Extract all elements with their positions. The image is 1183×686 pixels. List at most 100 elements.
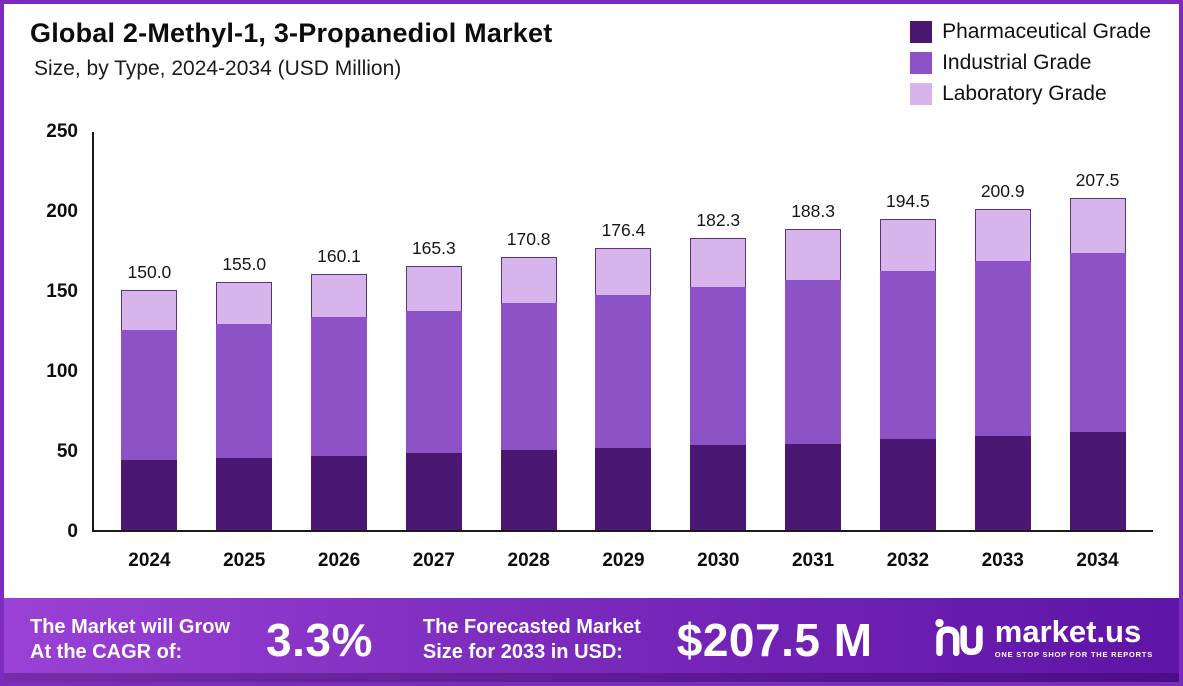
bar-segment-laboratory-grade <box>216 282 273 324</box>
y-tick-label: 150 <box>46 281 78 302</box>
legend-label: Pharmaceutical Grade <box>942 20 1151 43</box>
bar-group-2028: 170.8 2028 <box>481 132 576 571</box>
forecast-label-line1: The Forecasted Market <box>422 616 641 638</box>
bar-total-label: 155.0 <box>222 254 267 275</box>
x-tick-label: 2032 <box>886 550 930 571</box>
bar-segment-laboratory-grade <box>785 228 842 281</box>
bar-segment-laboratory-grade <box>595 247 652 295</box>
bar-group-2034: 207.5 2034 <box>1050 132 1145 571</box>
bar-segment-laboratory-grade <box>879 218 936 271</box>
plot-area: 150.0 2024 155.0 2025 160.1 2026 165.3 2027 170.… <box>92 132 1153 571</box>
legend-swatch-laboratory-grade <box>910 83 933 105</box>
bar-stack <box>500 256 557 530</box>
bar-segment-laboratory-grade <box>311 273 368 318</box>
bar-group-2025: 155.0 2025 <box>197 132 292 571</box>
bar-stack <box>595 247 652 530</box>
x-tick-label: 2028 <box>507 550 550 571</box>
bottom-banner: The Market will Grow At the CAGR of: 3.3… <box>4 598 1179 682</box>
bar-segment-industrial-grade <box>690 286 747 446</box>
cagr-label: The Market will Grow At the CAGR of: <box>30 615 230 665</box>
cagr-label-line2: At the CAGR of: <box>30 641 183 663</box>
chart-section: Global 2-Methyl-1, 3-Propanediol Market … <box>4 4 1179 598</box>
legend-item-laboratory-grade: Laboratory Grade <box>910 82 1151 106</box>
title-block: Global 2-Methyl-1, 3-Propanediol Market … <box>30 18 552 81</box>
forecast-value: $207.5 M <box>676 614 873 666</box>
x-tick-label: 2026 <box>317 550 361 571</box>
bar-segment-industrial-grade <box>1069 253 1126 433</box>
x-tick-label: 2024 <box>128 550 171 571</box>
bar-stack <box>311 273 368 530</box>
legend-swatch-industrial-grade <box>910 52 933 74</box>
bar-group-2027: 165.3 2027 <box>386 132 481 571</box>
bar-segment-laboratory-grade <box>974 208 1031 262</box>
bar-group-2033: 200.9 2033 <box>955 132 1050 571</box>
bar-segment-industrial-grade <box>595 294 652 449</box>
cagr-value: 3.3% <box>266 614 373 666</box>
brand-tagline: ONE STOP SHOP FOR THE REPORTS <box>994 649 1153 659</box>
bar-total-label: 170.8 <box>506 228 551 249</box>
bar-group-2031: 188.3 2031 <box>766 132 861 571</box>
chart-legend: Pharmaceutical Grade Industrial Grade Labo… <box>910 20 1153 106</box>
bar-total-label: 160.1 <box>317 245 361 266</box>
bar-segment-pharmaceutical-grade <box>500 450 557 530</box>
chart-title: Global 2-Methyl-1, 3-Propanediol Market <box>30 18 553 48</box>
x-tick-label: 2025 <box>223 550 266 571</box>
legend-label: Laboratory Grade <box>942 82 1107 105</box>
bar-stack <box>690 238 747 530</box>
bar-segment-pharmaceutical-grade <box>879 438 936 530</box>
bar-stack <box>121 290 178 530</box>
bar-total-label: 150.0 <box>127 262 172 283</box>
y-tick-label: 100 <box>46 361 78 382</box>
bar-segment-pharmaceutical-grade <box>216 458 273 530</box>
bar-segment-industrial-grade <box>311 317 368 457</box>
bar-stack <box>405 265 462 530</box>
forecast-label-line2: Size for 2033 in USD: <box>422 641 623 663</box>
bar-total-label: 165.3 <box>411 237 456 258</box>
y-tick-label: 200 <box>46 201 78 222</box>
bar-total-label: 176.4 <box>601 219 646 240</box>
bar-total-label: 200.9 <box>980 180 1025 201</box>
bar-stack <box>974 208 1031 530</box>
bar-segment-laboratory-grade <box>1069 198 1126 254</box>
legend-swatch-pharmaceutical-grade <box>910 21 933 43</box>
bar-segment-industrial-grade <box>500 302 557 450</box>
brand-text: market.us ONE STOP SHOP FOR THE REPORTS <box>995 616 1153 659</box>
bar-segment-industrial-grade <box>405 310 462 454</box>
x-tick-label: 2030 <box>697 550 740 571</box>
bar-segment-industrial-grade <box>974 261 1031 436</box>
chart-subtitle: Size, by Type, 2024-2034 (USD Million) <box>34 57 402 80</box>
bar-segment-laboratory-grade <box>405 265 462 311</box>
bar-segment-industrial-grade <box>785 280 842 444</box>
market-us-logo-icon <box>933 615 985 659</box>
x-tick-label: 2033 <box>981 550 1024 571</box>
legend-label: Industrial Grade <box>942 51 1092 74</box>
bar-total-label: 207.5 <box>1075 170 1120 191</box>
bar-segment-laboratory-grade <box>500 256 557 303</box>
bar-segment-pharmaceutical-grade <box>121 459 178 530</box>
bar-stack <box>1069 198 1126 530</box>
x-tick-label: 2029 <box>602 550 645 571</box>
bar-stack <box>879 218 936 530</box>
brand-name: market.us <box>994 613 1142 649</box>
chart-area: 0 50 100 150 200 250 150.0 2024 155.0 2025 160.1 2… <box>30 121 1153 598</box>
x-tick-label: 2034 <box>1076 550 1119 571</box>
bar-total-label: 182.3 <box>696 210 741 231</box>
bar-group-2026: 160.1 2026 <box>292 132 387 571</box>
bar-segment-laboratory-grade <box>690 238 747 287</box>
bar-group-2024: 150.0 2024 <box>102 132 197 571</box>
bar-segment-pharmaceutical-grade <box>311 456 368 530</box>
bar-segment-pharmaceutical-grade <box>405 453 462 530</box>
bar-segment-pharmaceutical-grade <box>974 435 1031 530</box>
y-tick-label: 0 <box>67 521 78 542</box>
legend-item-industrial-grade: Industrial Grade <box>910 51 1151 75</box>
bar-stack <box>785 228 842 530</box>
bar-segment-pharmaceutical-grade <box>1069 432 1126 530</box>
x-tick-label: 2031 <box>791 550 835 571</box>
bar-segment-laboratory-grade <box>121 290 178 331</box>
bar-total-label: 188.3 <box>791 200 835 221</box>
y-axis: 0 50 100 150 200 250 <box>30 121 92 542</box>
bar-stack <box>216 282 273 530</box>
bar-segment-industrial-grade <box>121 330 178 460</box>
chart-header: Global 2-Methyl-1, 3-Propanediol Market … <box>30 18 1153 106</box>
